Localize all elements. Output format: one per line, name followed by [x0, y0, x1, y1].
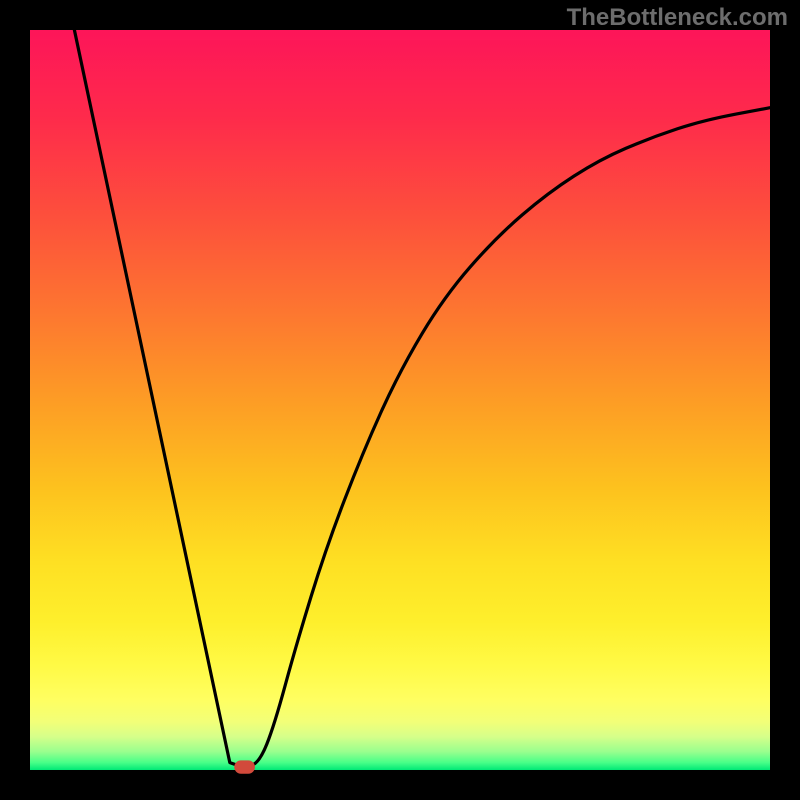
optimum-marker: [234, 760, 255, 773]
heatmap-background: [30, 30, 770, 770]
bottleneck-chart: [0, 0, 800, 800]
chart-frame: TheBottleneck.com: [0, 0, 800, 800]
watermark-label: TheBottleneck.com: [567, 4, 788, 32]
